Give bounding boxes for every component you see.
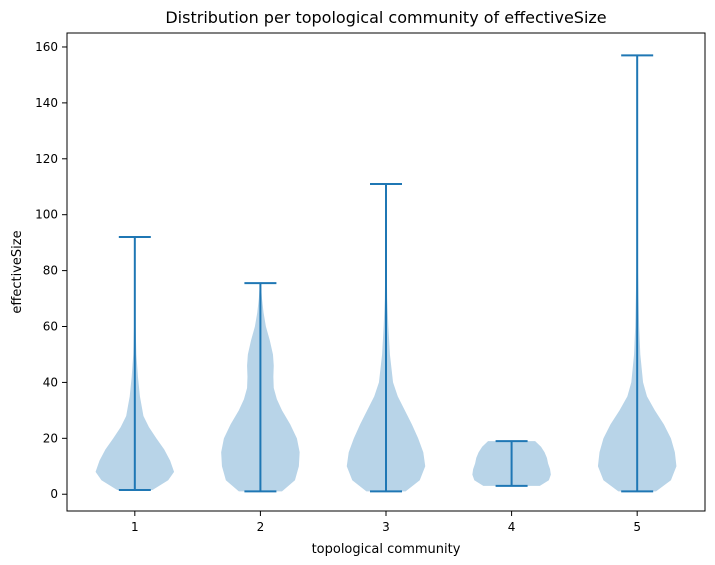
y-tick-label-160: 160 (35, 40, 58, 54)
violin-4 (472, 440, 551, 487)
x-axis-label: topological community (312, 542, 461, 557)
y-tick-label-140: 140 (35, 96, 58, 110)
y-tick-label-40: 40 (43, 375, 58, 389)
y-tick-label-0: 0 (50, 487, 58, 501)
x-tick-label-1: 1 (131, 520, 139, 534)
x-tick-label-5: 5 (633, 520, 641, 534)
y-tick-label-80: 80 (43, 264, 58, 278)
plot-area (95, 54, 677, 493)
y-axis: 0 20 40 60 80 100 120 140 160 (35, 40, 67, 501)
x-tick-label-3: 3 (382, 520, 390, 534)
y-tick-label-100: 100 (35, 208, 58, 222)
x-axis: 1 2 3 4 5 (131, 511, 641, 534)
x-tick-label-4: 4 (508, 520, 516, 534)
x-tick-label-2: 2 (257, 520, 265, 534)
violin-3 (346, 182, 426, 493)
y-tick-label-120: 120 (35, 152, 58, 166)
chart-title: Distribution per topological community o… (165, 8, 606, 27)
violin-1 (95, 236, 175, 492)
violin-5 (597, 54, 677, 493)
y-tick-label-20: 20 (43, 431, 58, 445)
violin-2 (221, 282, 300, 493)
y-axis-label: effectiveSize (10, 230, 25, 313)
y-tick-label-60: 60 (43, 320, 58, 334)
